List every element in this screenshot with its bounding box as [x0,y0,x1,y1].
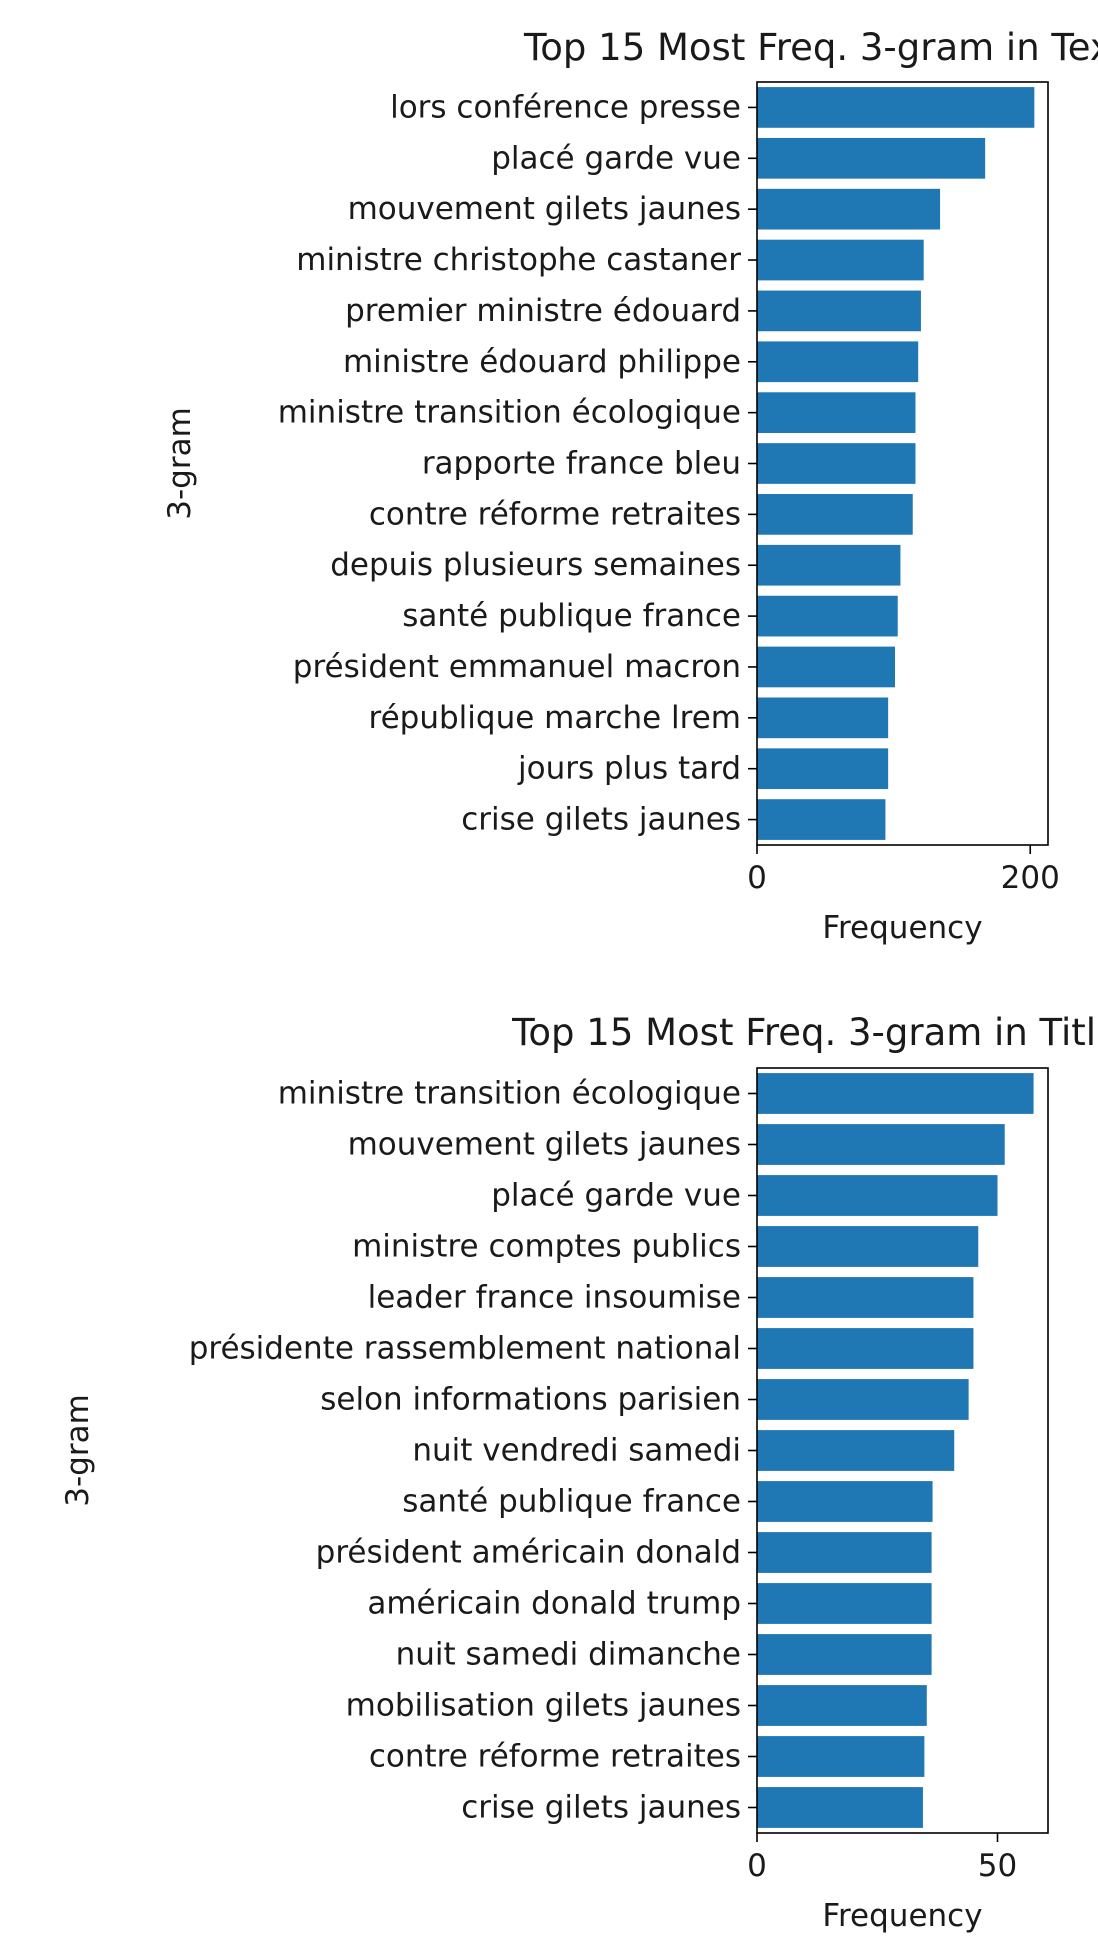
y-tick-label: ministre transition écologique [278,1076,741,1112]
y-tick-label: mouvement gilets jaunes [348,1127,741,1163]
y-tick-label: république marche lrem [369,700,741,736]
y-tick-label: placé garde vue [491,140,741,176]
bar-12 [757,646,895,688]
x-tick-label: 0 [747,1848,767,1884]
y-tick-label: crise gilets jaunes [461,802,741,838]
y-axis-label: 3-gram [60,1394,96,1507]
bar-4 [757,239,924,281]
bar-8 [757,443,916,484]
bar-11 [757,1583,932,1624]
y-tick-label: santé publique france [402,598,741,634]
y-tick-label: président emmanuel macron [293,649,741,685]
chart-panel-2: ministre transition écologique mouvement … [60,1011,1098,1934]
bar-5 [757,1277,974,1318]
bar-10 [757,1532,932,1573]
y-tick-label: crise gilets jaunes [461,1790,741,1826]
bar-10 [757,544,901,586]
y-tick-label: rapporte france bleu [422,446,741,482]
bar-4 [757,1226,979,1267]
bar-15 [757,1787,923,1828]
bar-13 [757,697,889,739]
bar-6 [757,1328,974,1369]
y-tick-label: ministre édouard philippe [343,344,741,380]
bar-11 [757,595,898,637]
bar-7 [757,392,916,433]
bar-7 [757,1379,969,1420]
bar-1 [757,87,1035,128]
chart-title: Top 15 Most Freq. 3-gram in Text - TF-ID… [523,26,1098,69]
y-tick-label: ministre transition écologique [278,395,741,431]
y-tick-label: mouvement gilets jaunes [348,191,741,227]
bar-8 [757,1430,955,1471]
y-tick-label: selon informations parisien [320,1382,741,1418]
x-tick-label: 50 [978,1848,1017,1884]
x-tick-label: 200 [1001,860,1060,896]
y-tick-label: mobilisation gilets jaunes [346,1688,741,1724]
bar-2 [757,1124,1005,1165]
y-tick-label: nuit vendredi samedi [412,1433,741,1469]
bar-6 [757,341,919,383]
x-axis-label: Frequency [822,1898,982,1934]
bar-12 [757,1634,932,1675]
bar-3 [757,1175,998,1216]
bar-2 [757,137,986,179]
y-tick-label: placé garde vue [491,1178,741,1214]
bar-5 [757,290,921,332]
bar-1 [757,1073,1034,1114]
y-tick-label: contre réforme retraites [369,496,741,532]
y-tick-label: leader france insoumise [368,1280,741,1316]
y-tick-label: lors conférence presse [390,89,741,125]
bar-14 [757,1736,925,1777]
y-tick-label: présidente rassemblement national [189,1331,741,1367]
y-tick-label: ministre comptes publics [352,1229,741,1265]
bar-13 [757,1685,927,1726]
y-tick-label: premier ministre édouard [345,293,741,329]
y-tick-label: contre réforme retraites [369,1739,741,1775]
chart-title: Top 15 Most Freq. 3-gram in Titles - TF-… [511,1011,1098,1054]
y-tick-label: président américain donald [316,1535,741,1571]
chart-panel-1: lors conférence presse placé garde vue mou… [162,26,1098,946]
bar-9 [757,1481,933,1522]
bar-15 [757,799,886,840]
y-axis-label: 3-gram [162,407,198,520]
y-tick-label: santé publique france [402,1484,741,1520]
y-tick-label: depuis plusieurs semaines [330,547,741,583]
bar-3 [757,188,941,230]
y-tick-label: jours plus tard [517,751,741,787]
x-axis-label: Frequency [822,910,982,946]
y-tick-label: nuit samedi dimanche [396,1637,741,1673]
y-tick-label: américain donald trump [367,1586,741,1622]
y-tick-label: ministre christophe castaner [296,242,741,278]
bar-14 [757,748,889,790]
x-tick-label: 0 [747,860,767,896]
bar-9 [757,494,913,535]
